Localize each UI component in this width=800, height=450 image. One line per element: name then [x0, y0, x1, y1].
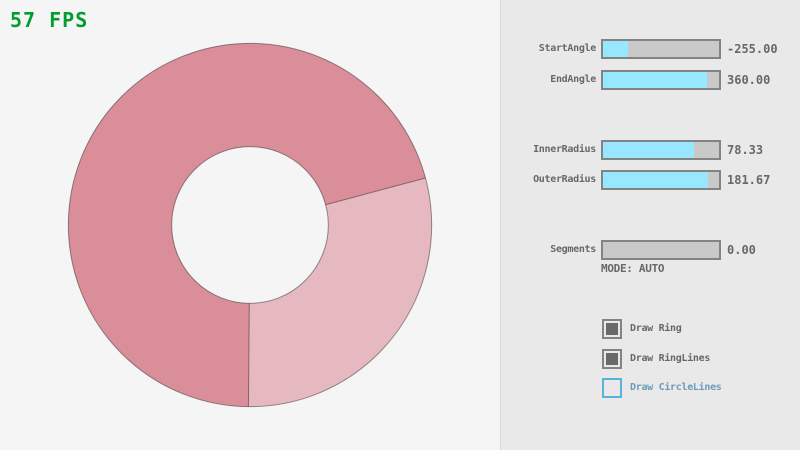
startangle-slider-fill	[603, 41, 629, 57]
outerradius-row: OuterRadius 181.67	[501, 170, 800, 190]
startangle-label: StartAngle	[538, 43, 597, 54]
checkbox-check-icon	[606, 353, 618, 365]
endangle-value: 360.00	[727, 73, 771, 87]
innerradius-label: InnerRadius	[533, 144, 596, 155]
endangle-label: EndAngle	[550, 74, 596, 85]
innerradius-slider[interactable]	[601, 140, 721, 160]
segments-mode-status: MODE: AUTO	[601, 262, 665, 275]
controls-panel: StartAngle -255.00 EndAngle 360.00 Inner…	[500, 0, 800, 450]
segments-slider[interactable]	[601, 240, 721, 260]
segments-value: 0.00	[727, 243, 756, 257]
checkbox-box[interactable]	[602, 319, 622, 339]
endangle-slider[interactable]	[601, 70, 721, 90]
startangle-row: StartAngle -255.00	[501, 39, 800, 59]
checkbox-box[interactable]	[602, 349, 622, 369]
innerradius-row: InnerRadius 78.33	[501, 140, 800, 160]
draw-circlelines-checkbox[interactable]: Draw CircleLines	[501, 378, 800, 398]
checkbox-box[interactable]	[602, 378, 622, 398]
segments-row: Segments 0.00	[501, 240, 800, 260]
draw-ring-label: Draw Ring	[630, 323, 682, 334]
draw-circlelines-label: Draw CircleLines	[630, 382, 722, 393]
draw-ring-checkbox[interactable]: Draw Ring	[501, 319, 800, 339]
endangle-slider-fill	[603, 72, 708, 88]
innerradius-slider-fill	[603, 142, 694, 158]
checkbox-check-icon	[606, 323, 618, 335]
outerradius-value: 181.67	[727, 173, 771, 187]
draw-ringlines-label: Draw RingLines	[630, 353, 711, 364]
startangle-slider[interactable]	[601, 39, 721, 59]
outerradius-slider[interactable]	[601, 170, 721, 190]
startangle-value: -255.00	[727, 42, 778, 56]
outerradius-slider-fill	[603, 172, 709, 188]
segments-label: Segments	[550, 244, 596, 255]
innerradius-value: 78.33	[727, 143, 764, 157]
draw-ringlines-checkbox[interactable]: Draw RingLines	[501, 349, 800, 369]
endangle-row: EndAngle 360.00	[501, 70, 800, 90]
donut-ring-graphic	[67, 42, 433, 408]
outerradius-label: OuterRadius	[533, 174, 596, 185]
fps-counter: 57 FPS	[10, 8, 89, 32]
